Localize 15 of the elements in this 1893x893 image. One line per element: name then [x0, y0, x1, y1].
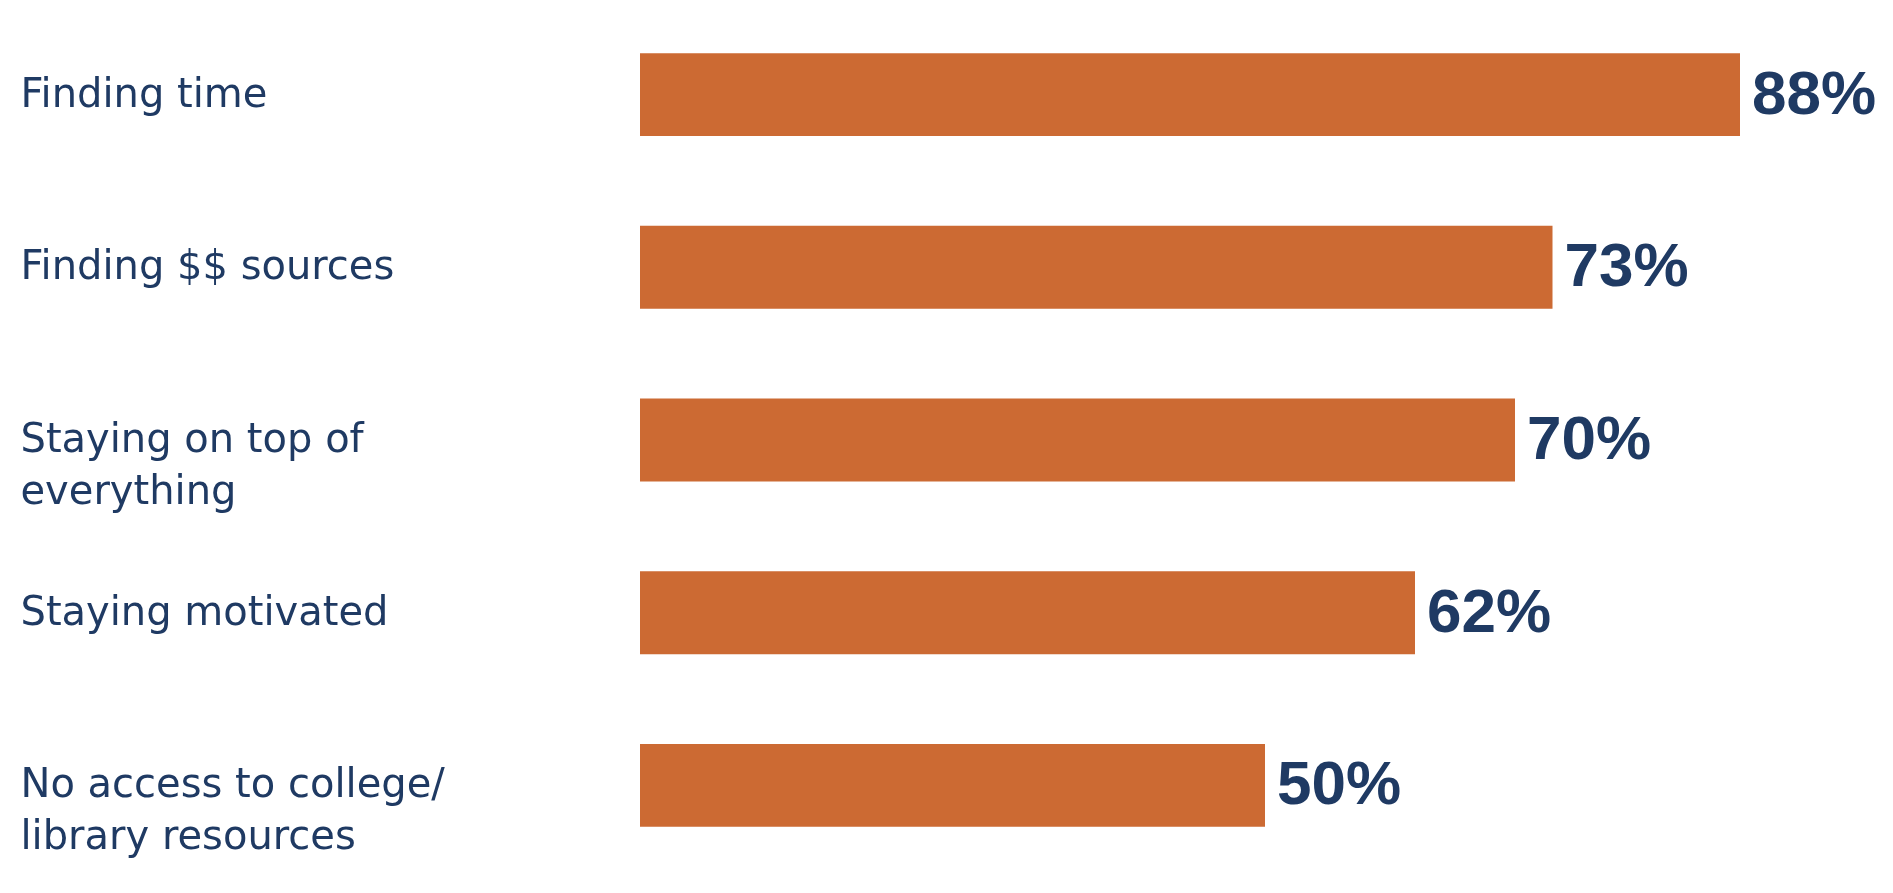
data-label: 62%: [1427, 575, 1552, 645]
y-tick-label: Staying motivated: [20, 587, 389, 634]
data-label: 50%: [1277, 748, 1402, 818]
y-tick-label: Finding $$ sources: [20, 242, 395, 289]
bar: [640, 743, 1265, 827]
y-tick-label: No access to college/ library resources: [20, 760, 446, 859]
y-tick-label: Finding time: [20, 69, 268, 116]
data-label: 73%: [1564, 230, 1689, 300]
y-tick-label: Staying on top of everything: [20, 415, 365, 513]
data-label: 88%: [1752, 57, 1877, 127]
bar: [640, 571, 1415, 655]
bar: [640, 53, 1740, 137]
bar: [640, 398, 1515, 482]
data-label: 70%: [1527, 403, 1652, 472]
bar: [640, 225, 1553, 309]
